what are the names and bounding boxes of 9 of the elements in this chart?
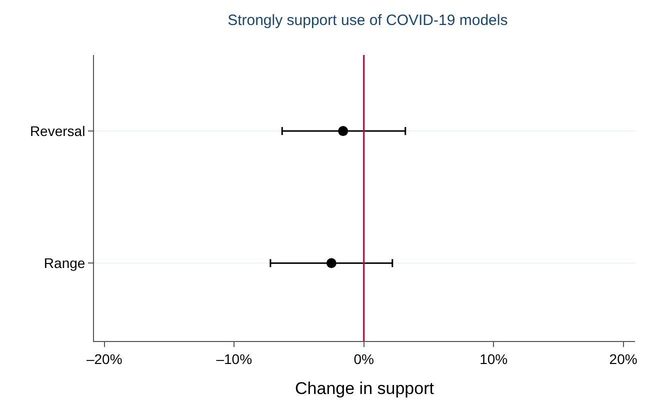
x-tick-label: 20% — [609, 350, 638, 367]
y-tick-label: Range — [44, 255, 86, 271]
y-tick-label: Reversal — [30, 122, 86, 139]
x-tick-label: –10% — [216, 350, 252, 367]
x-tick-label: 10% — [480, 350, 508, 367]
chart-title: Strongly support use of COVID-19 models — [228, 12, 508, 29]
x-tick-label: 0% — [354, 350, 374, 367]
x-tick-label: –20% — [86, 350, 122, 367]
x-axis-title: Change in support — [295, 379, 434, 398]
